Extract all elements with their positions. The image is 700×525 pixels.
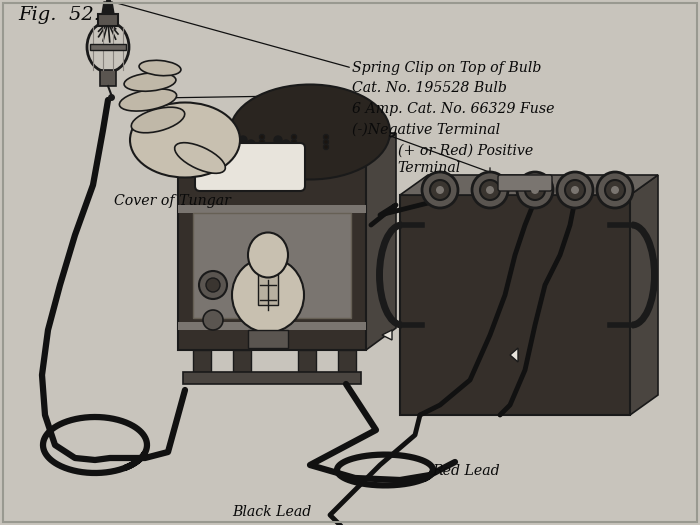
Ellipse shape (230, 85, 390, 180)
Text: Black Lead: Black Lead (232, 505, 312, 519)
FancyBboxPatch shape (98, 14, 118, 26)
FancyBboxPatch shape (400, 195, 630, 415)
FancyBboxPatch shape (498, 175, 552, 191)
FancyBboxPatch shape (298, 350, 316, 372)
Circle shape (571, 186, 579, 194)
Circle shape (486, 186, 494, 194)
Ellipse shape (120, 89, 176, 111)
Circle shape (195, 134, 200, 140)
FancyBboxPatch shape (178, 155, 366, 350)
Polygon shape (510, 348, 518, 362)
FancyBboxPatch shape (193, 213, 351, 318)
Text: Spring Clip on Top of Bulb: Spring Clip on Top of Bulb (352, 61, 542, 75)
FancyBboxPatch shape (90, 44, 126, 50)
Text: Fig.  52.: Fig. 52. (18, 6, 100, 24)
Ellipse shape (132, 107, 185, 133)
Circle shape (597, 172, 633, 208)
Ellipse shape (87, 22, 129, 72)
Polygon shape (366, 133, 396, 350)
Text: 6 Amp. Cat. No. 66329 Fuse: 6 Amp. Cat. No. 66329 Fuse (352, 102, 554, 116)
Circle shape (291, 134, 297, 140)
Circle shape (239, 136, 247, 144)
Circle shape (282, 140, 290, 148)
Circle shape (260, 140, 265, 144)
Circle shape (228, 140, 232, 144)
Text: Red Lead: Red Lead (433, 465, 500, 478)
Polygon shape (178, 133, 396, 155)
FancyBboxPatch shape (178, 322, 366, 330)
Ellipse shape (130, 102, 240, 177)
Text: (+ or Red) Positive: (+ or Red) Positive (398, 144, 533, 158)
Circle shape (605, 180, 625, 200)
Circle shape (472, 172, 508, 208)
Circle shape (323, 140, 328, 144)
Circle shape (611, 186, 619, 194)
Ellipse shape (174, 143, 225, 173)
Circle shape (422, 172, 458, 208)
Ellipse shape (248, 233, 288, 278)
Polygon shape (400, 175, 658, 195)
Circle shape (436, 186, 444, 194)
Ellipse shape (124, 73, 176, 91)
Circle shape (274, 136, 282, 144)
Text: Cat. No. 195528 Bulb: Cat. No. 195528 Bulb (352, 81, 507, 94)
Circle shape (260, 134, 265, 140)
Circle shape (565, 180, 585, 200)
Circle shape (290, 144, 298, 152)
Circle shape (323, 144, 328, 150)
Circle shape (204, 136, 212, 144)
FancyBboxPatch shape (338, 350, 356, 372)
FancyBboxPatch shape (195, 143, 305, 191)
Circle shape (195, 140, 200, 144)
Circle shape (531, 186, 539, 194)
Circle shape (291, 144, 297, 150)
Ellipse shape (232, 257, 304, 332)
Polygon shape (630, 175, 658, 415)
FancyBboxPatch shape (178, 205, 366, 213)
Text: (-)Negative Terminal: (-)Negative Terminal (352, 122, 500, 137)
Circle shape (228, 144, 232, 150)
Circle shape (323, 134, 328, 140)
FancyBboxPatch shape (100, 70, 116, 86)
Circle shape (480, 180, 500, 200)
Circle shape (430, 180, 450, 200)
Circle shape (255, 144, 263, 152)
Circle shape (203, 310, 223, 330)
Circle shape (517, 172, 553, 208)
Ellipse shape (139, 60, 181, 76)
FancyBboxPatch shape (233, 350, 251, 372)
Circle shape (199, 271, 227, 299)
Circle shape (247, 140, 255, 148)
Circle shape (195, 144, 200, 150)
Circle shape (260, 144, 265, 150)
Polygon shape (102, 2, 114, 14)
Circle shape (291, 140, 297, 144)
Circle shape (206, 278, 220, 292)
Circle shape (525, 180, 545, 200)
FancyBboxPatch shape (193, 350, 211, 372)
Circle shape (220, 144, 228, 152)
Circle shape (557, 172, 593, 208)
Text: Cover of Tungar: Cover of Tungar (114, 194, 231, 207)
Text: Terminal: Terminal (398, 161, 461, 175)
Circle shape (212, 140, 220, 148)
Polygon shape (382, 330, 392, 340)
Circle shape (228, 134, 232, 140)
FancyBboxPatch shape (258, 250, 278, 305)
FancyBboxPatch shape (248, 330, 288, 348)
FancyBboxPatch shape (183, 372, 361, 384)
